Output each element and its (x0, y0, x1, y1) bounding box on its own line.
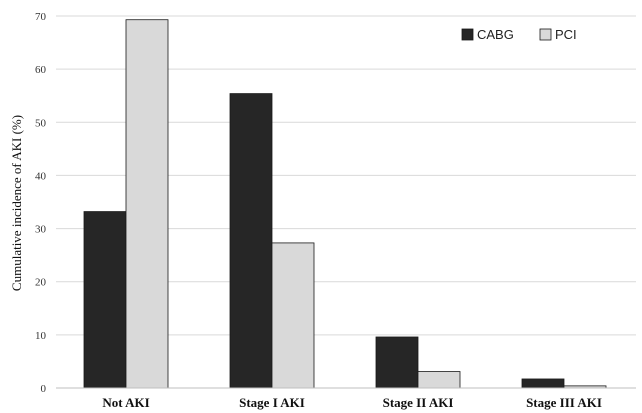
bar-cabg-1 (229, 93, 273, 389)
bar-cabg-3 (521, 378, 565, 389)
y-tick-label: 0 (41, 383, 47, 395)
y-axis-title: Cumulative incidence of AKI (%) (9, 115, 24, 291)
y-tick-label: 60 (35, 64, 47, 76)
x-category-label: Not AKI (102, 395, 149, 410)
legend-swatch-cabg (461, 28, 474, 41)
bar-cabg-0 (83, 211, 127, 389)
bars (83, 19, 607, 389)
x-category-label: Stage I AKI (239, 395, 305, 410)
x-category-label: Stage III AKI (526, 395, 602, 410)
bar-pci-1 (271, 242, 315, 389)
legend-label-cabg: CABG (477, 27, 514, 42)
bar-pci-2 (417, 371, 461, 389)
legend-label-pci: PCI (555, 27, 577, 42)
x-axis-category-labels: Not AKI Stage I AKI Stage II AKI Stage III … (102, 395, 602, 410)
y-tick-label: 50 (35, 117, 47, 129)
x-category-label: Stage II AKI (383, 395, 454, 410)
bar-pci-0 (125, 19, 169, 389)
y-tick-label: 10 (35, 330, 47, 342)
y-axis-ticks: 0 10 20 30 40 50 60 70 (35, 11, 47, 395)
y-tick-label: 20 (35, 277, 47, 289)
y-tick-label: 70 (35, 11, 47, 23)
legend-swatch-pci (539, 28, 552, 41)
legend: CABG PCI (461, 27, 577, 42)
y-tick-label: 40 (35, 170, 47, 182)
bar-cabg-2 (375, 336, 419, 389)
y-tick-label: 30 (35, 224, 47, 236)
